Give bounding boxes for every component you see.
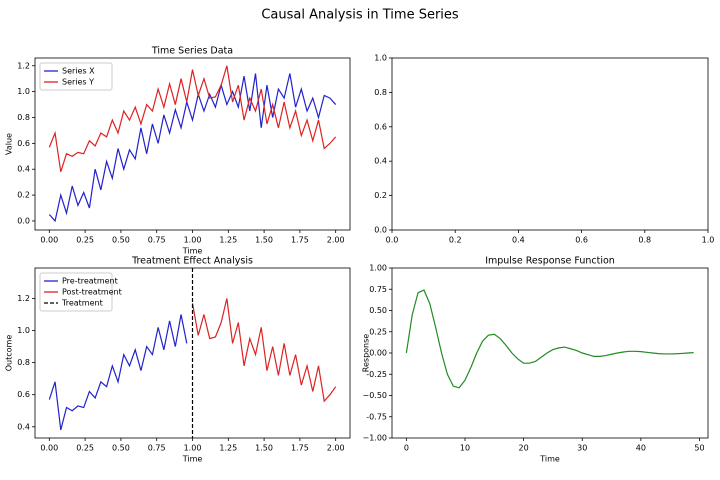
x-tick-label: 2.00 (327, 236, 345, 245)
y-tick-label: 0.6 (17, 390, 30, 399)
y-tick-label: 1.0 (374, 54, 387, 63)
y-tick-label: 0.25 (369, 327, 387, 336)
figure-title: Causal Analysis in Time Series (261, 8, 459, 23)
y-tick-label: 0.0 (17, 216, 30, 225)
x-axis-label: Time (539, 455, 560, 464)
legend-label: Series Y (62, 78, 94, 87)
x-tick-label: 0.50 (112, 236, 130, 245)
axes-frame (34, 267, 351, 439)
x-tick-label: 30 (577, 444, 587, 453)
series-line (191, 298, 337, 403)
x-tick-label: 1.00 (184, 236, 202, 245)
y-tick-label: 0.2 (17, 191, 30, 200)
x-tick-label: 1.25 (219, 444, 237, 453)
y-tick-label: −1.00 (362, 434, 387, 443)
y-axis-label: Outcome (5, 335, 14, 372)
y-tick-label: 0.8 (374, 88, 387, 97)
y-tick-label: -0.25 (366, 370, 387, 379)
axes-frame (391, 57, 709, 231)
y-tick-label: 1.00 (369, 264, 387, 273)
x-tick-label: 1.25 (219, 236, 237, 245)
y-tick-label: -0.75 (366, 412, 387, 421)
y-tick-label: 0.6 (374, 122, 387, 131)
y-tick-label: 0.8 (17, 113, 30, 122)
y-tick-label: 0.8 (17, 358, 30, 367)
x-tick-label: 0.75 (148, 444, 166, 453)
y-axis-label: Response (362, 334, 371, 373)
x-tick-label: 0.25 (76, 444, 94, 453)
series-line (48, 73, 337, 223)
x-tick-label: 0.2 (449, 236, 462, 245)
y-tick-label: 0.2 (374, 191, 387, 200)
x-tick-label: 0.4 (512, 236, 525, 245)
y-tick-label: 0.0 (374, 226, 387, 235)
y-tick-label: 0.50 (369, 306, 387, 315)
x-tick-label: 20 (519, 444, 529, 453)
legend-label: Post-treatment (62, 288, 122, 297)
x-tick-label: 2.00 (327, 444, 345, 453)
x-tick-label: 0.00 (40, 444, 58, 453)
x-tick-label: 0 (404, 444, 409, 453)
axes-frame (34, 57, 351, 231)
x-tick-label: 1.75 (291, 444, 309, 453)
x-tick-label: 0.25 (76, 236, 94, 245)
x-tick-label: 0.75 (148, 236, 166, 245)
x-tick-label: 1.00 (184, 444, 202, 453)
axes-title: Impulse Response Function (485, 256, 615, 267)
y-tick-label: 0.00 (369, 349, 387, 358)
legend-label: Treatment (61, 299, 103, 308)
y-tick-label: 0.4 (17, 422, 30, 431)
x-tick-label: 0.0 (386, 236, 399, 245)
axes-title: Treatment Effect Analysis (131, 256, 253, 267)
y-tick-label: 1.0 (17, 87, 30, 96)
x-axis-label: Time (182, 455, 203, 464)
x-tick-label: 0.00 (40, 236, 58, 245)
y-tick-label: 0.4 (17, 165, 30, 174)
series-line (48, 65, 337, 172)
x-tick-label: 0.50 (112, 444, 130, 453)
x-tick-label: 1.50 (255, 236, 273, 245)
x-tick-label: 0.6 (575, 236, 588, 245)
x-tick-label: 1.75 (291, 236, 309, 245)
y-tick-label: 1.2 (17, 61, 30, 70)
y-tick-label: −0.50 (362, 391, 387, 400)
x-tick-label: 40 (636, 444, 646, 453)
y-tick-label: 1.0 (17, 326, 30, 335)
x-tick-label: 10 (460, 444, 470, 453)
series-line (405, 289, 694, 389)
y-tick-label: 1.2 (17, 294, 30, 303)
x-tick-label: 1.0 (702, 236, 715, 245)
y-tick-label: 0.6 (17, 139, 30, 148)
axes-title: Time Series Data (151, 46, 233, 57)
y-tick-label: 0.4 (374, 157, 387, 166)
x-axis-label: Time (182, 247, 203, 256)
legend-box (39, 62, 113, 91)
legend-label: Series X (62, 67, 95, 76)
legend-label: Pre-treatment (62, 277, 118, 286)
x-tick-label: 1.50 (255, 444, 273, 453)
legend-box (39, 272, 113, 312)
x-tick-label: 0.8 (638, 236, 651, 245)
y-tick-label: 0.75 (369, 285, 387, 294)
axes-frame (391, 267, 709, 439)
x-tick-label: 50 (694, 444, 704, 453)
series-line (48, 314, 188, 431)
y-axis-label: Value (5, 133, 14, 155)
